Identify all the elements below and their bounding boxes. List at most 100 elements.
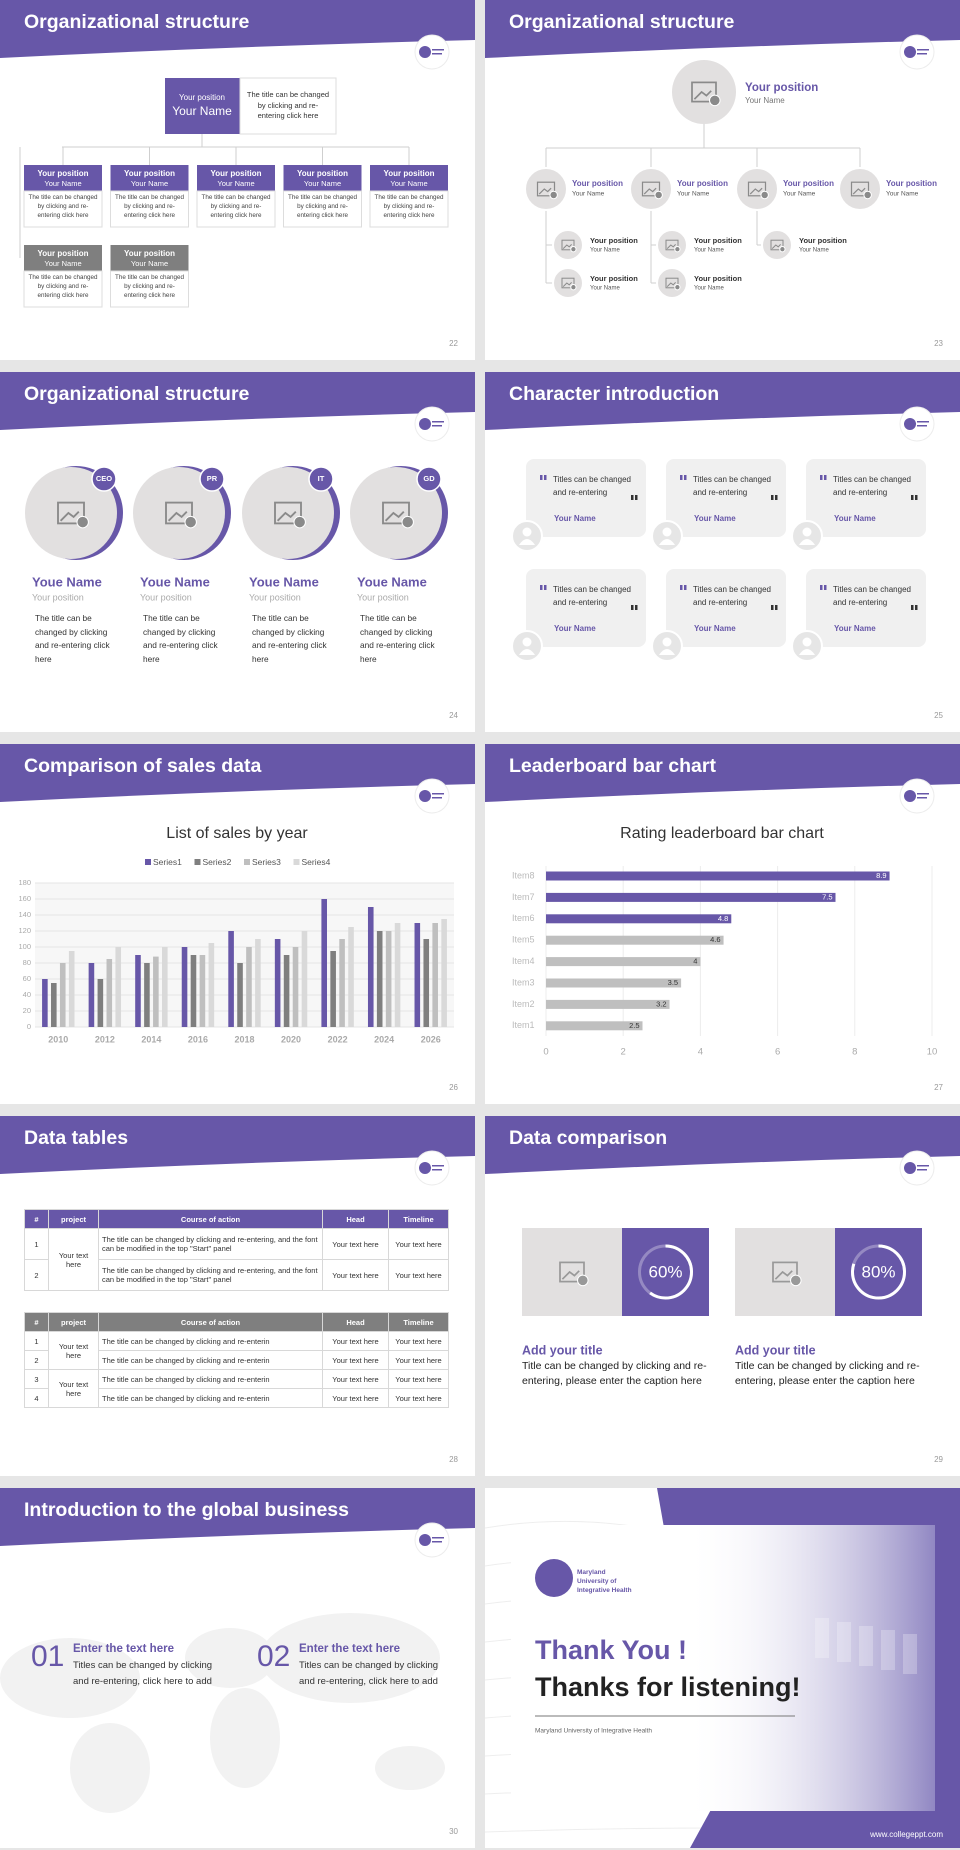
card-name: Your Name	[694, 514, 736, 523]
y-tick-label: Item5	[512, 935, 535, 945]
slide-canvas: Data tables 28	[0, 1116, 475, 1464]
logo-badge	[899, 1150, 935, 1186]
icon-frame	[747, 181, 767, 197]
member-header	[283, 165, 362, 191]
item-number: 02	[257, 1640, 290, 1673]
logo-mark	[904, 46, 916, 58]
avatar-head	[662, 637, 672, 647]
member-header	[110, 165, 189, 191]
icon-mountain	[276, 511, 297, 522]
image-icon	[772, 1261, 802, 1287]
bar	[330, 951, 336, 1027]
legend-label: Series3	[252, 857, 281, 867]
quote-mark	[544, 585, 547, 590]
y-tick-label: 80	[23, 958, 31, 967]
legend-label: Series1	[153, 857, 182, 867]
y-tick-label: 120	[18, 926, 31, 935]
bar	[51, 983, 57, 1027]
member-name: Your Name	[131, 179, 168, 188]
badge	[416, 466, 442, 492]
slide: Character introduction 25 Your Name Your Na…	[485, 372, 960, 732]
bar	[162, 947, 168, 1027]
value-label: 4.8	[718, 914, 728, 923]
bar	[190, 955, 197, 1027]
icon-frame	[641, 181, 661, 197]
ring-value	[851, 1244, 906, 1300]
data-table: # project Course of action Head Timeline 1 You…	[24, 1312, 449, 1408]
table-cell: Your text here	[322, 1369, 389, 1389]
icon-mountain	[562, 244, 572, 249]
map-landmass	[70, 1723, 150, 1813]
item-text: Titles can be changed by clicking and re…	[73, 1660, 213, 1687]
logo-badge	[899, 778, 935, 814]
header-cell: Course of action	[98, 1209, 323, 1229]
logo-line	[432, 797, 442, 799]
page-number: 22	[449, 339, 458, 348]
header-cell: Head	[322, 1209, 389, 1229]
slide: Data tables 28 # project Course of action Hea…	[0, 1116, 475, 1476]
bar	[153, 956, 159, 1027]
icon-mountain	[643, 187, 657, 195]
member-note-box	[23, 270, 103, 308]
bar	[199, 955, 206, 1027]
header-band	[485, 1116, 960, 1174]
icon-frame	[536, 181, 556, 197]
image-box	[735, 1228, 835, 1316]
y-tick-label: 20	[23, 1006, 31, 1015]
y-tick-label: 160	[18, 894, 31, 903]
quote-mark	[911, 495, 914, 500]
table-cell: 1	[24, 1331, 49, 1351]
badge-text: PR	[207, 474, 218, 483]
map-landmass	[185, 1628, 275, 1688]
table-cell: Your text here	[48, 1228, 99, 1291]
x-tick-label: 2012	[95, 1034, 115, 1044]
card-name: Your Name	[834, 514, 876, 523]
quote-mark	[824, 585, 827, 590]
icon-mountain	[771, 244, 781, 249]
member-position: Your position	[124, 169, 175, 178]
icon-mountain	[852, 187, 866, 195]
bar	[321, 899, 327, 1027]
icon-frame	[770, 239, 784, 251]
header-cell: Course of action	[98, 1312, 323, 1332]
staff-position: Your position	[590, 274, 638, 283]
logo-line	[917, 1165, 929, 1167]
header-band	[485, 0, 960, 58]
icon-plus	[674, 246, 681, 253]
card-text: Titles can be changed and re-entering	[833, 585, 911, 607]
manager-position: Your position	[783, 179, 834, 188]
logo-mark	[419, 790, 431, 802]
person-note: The title can be changed by clicking and…	[35, 613, 110, 665]
head-box	[165, 78, 240, 134]
header-cell: Head	[322, 1312, 389, 1332]
slide: Organizational structure 23 Your position Y…	[485, 0, 960, 360]
member-position: Your position	[38, 169, 89, 178]
thanks-title: Thank You !	[535, 1635, 687, 1665]
icon-plus	[577, 1274, 589, 1287]
person-name: Youe Name	[357, 574, 427, 589]
bar	[68, 951, 75, 1027]
staff-position: Your position	[590, 236, 638, 245]
header-band	[485, 744, 960, 802]
legend-label: Series4	[302, 857, 331, 867]
icon-plus	[760, 190, 769, 200]
quote-mark	[915, 605, 918, 610]
card-name: Your Name	[554, 624, 596, 633]
bar	[88, 963, 95, 1027]
avatar-head	[522, 527, 532, 537]
logo-line	[917, 1169, 927, 1171]
member-name: Your Name	[44, 179, 81, 188]
image-icon	[665, 239, 681, 253]
avatar	[524, 167, 568, 211]
logo-mark	[904, 1162, 916, 1174]
table-cell: Your text here	[388, 1331, 449, 1351]
member-note-box	[369, 190, 449, 228]
map-landmass	[260, 1613, 440, 1703]
bar	[115, 947, 122, 1027]
header-band	[0, 744, 475, 802]
icon-frame	[561, 277, 575, 289]
icon-mountain	[384, 511, 405, 522]
quote-mark	[775, 605, 778, 610]
icon-plus	[863, 190, 872, 200]
